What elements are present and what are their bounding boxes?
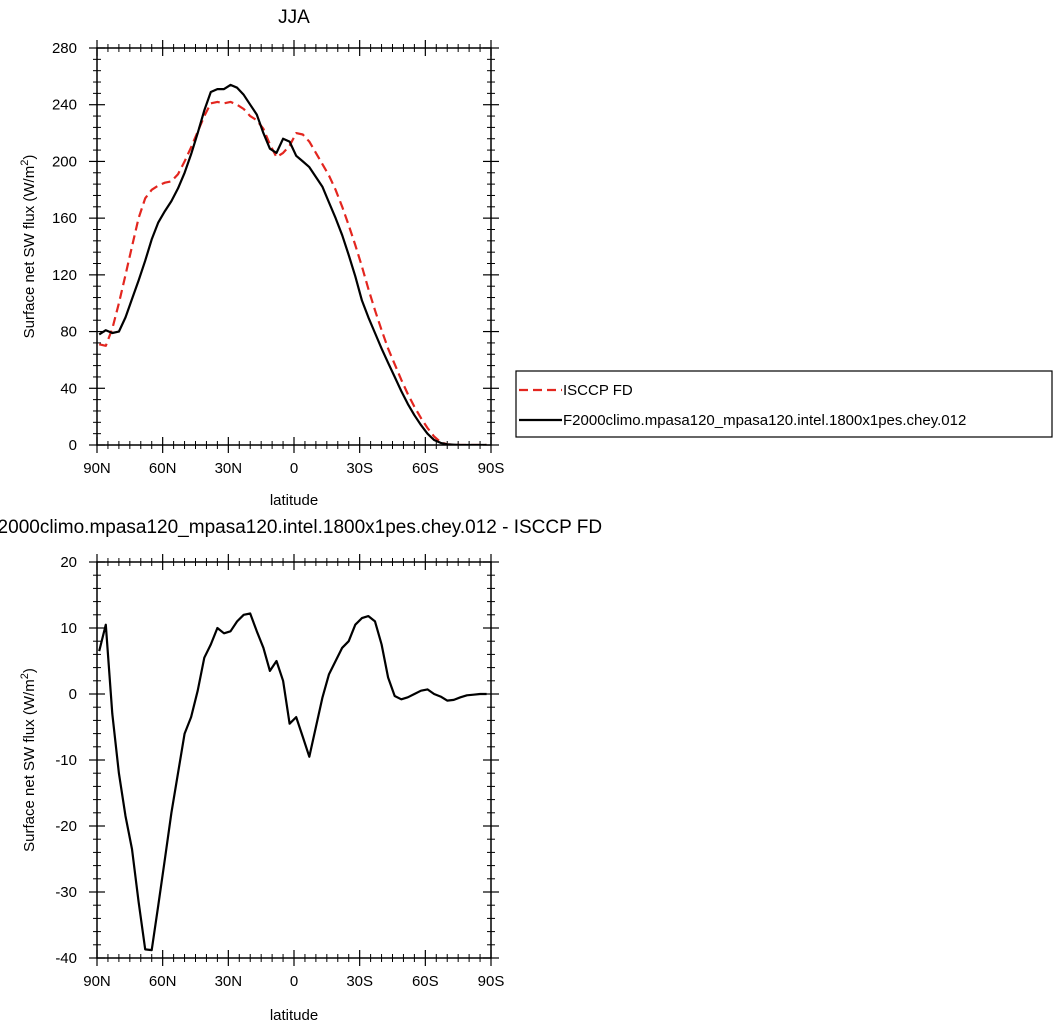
x-axis-label: latitude (270, 1007, 318, 1024)
x-tick-label: 30S (346, 973, 373, 990)
x-tick-label: 90S (478, 460, 505, 477)
legend: ISCCP FD F2000climo.mpasa120_mpasa120.int… (515, 370, 1053, 438)
y-tick-label: 0 (69, 437, 77, 454)
x-tick-label: 60N (149, 973, 177, 990)
series-line-0 (98, 612, 487, 952)
y-tick-label: 200 (52, 153, 77, 170)
y-axis-label-superscript: 2 (19, 673, 31, 679)
y-tick-label: 240 (52, 97, 77, 114)
y-tick-label: 120 (52, 267, 77, 284)
x-axis-label: latitude (270, 492, 318, 509)
y-tick-label: 280 (52, 40, 77, 57)
y-tick-label: 20 (60, 554, 77, 571)
y-axis-label: Surface net SW flux (W/m2) (19, 155, 38, 339)
y-tick-label: 160 (52, 210, 77, 227)
bottom-chart: F2000climo.mpasa120_mpasa120.intel.1800x… (0, 517, 602, 1024)
legend-label-0: ISCCP FD (563, 382, 633, 399)
y-tick-label: -20 (55, 818, 77, 835)
x-tick-label: 90N (83, 973, 111, 990)
x-tick-label: 60S (412, 973, 439, 990)
y-tick-label: 40 (60, 380, 77, 397)
y-tick-label: -10 (55, 752, 77, 769)
chart-title: JJA (278, 7, 310, 28)
legend-box (515, 370, 1053, 438)
y-tick-label: 80 (60, 324, 77, 341)
series-line-0 (98, 100, 487, 445)
x-tick-label: 60N (149, 460, 177, 477)
y-axis-label-text: Surface net SW flux (W/m (21, 166, 38, 339)
y-tick-label: -30 (55, 884, 77, 901)
x-tick-label: 30S (346, 460, 373, 477)
x-tick-label: 0 (290, 973, 298, 990)
series-line-1 (98, 83, 487, 445)
legend-label-1: F2000climo.mpasa120_mpasa120.intel.1800x… (563, 412, 966, 429)
x-tick-label: 30N (215, 973, 243, 990)
y-axis-label: Surface net SW flux (W/m2) (19, 668, 38, 852)
y-tick-label: 0 (69, 686, 77, 703)
y-tick-label: 10 (60, 620, 77, 637)
y-axis-label-close: ) (21, 155, 38, 160)
top-chart: JJA 90N 60N 30N 0 30S 60S 90S 0 40 80 120 160 200 240 2… (19, 7, 504, 509)
x-tick-label: 90S (478, 973, 505, 990)
x-tick-label: 90N (83, 460, 111, 477)
x-tick-label: 30N (215, 460, 243, 477)
chart-title: F2000climo.mpasa120_mpasa120.intel.1800x… (0, 517, 602, 538)
y-axis-label-text: Surface net SW flux (W/m (21, 679, 38, 852)
x-tick-label: 0 (290, 460, 298, 477)
y-tick-label: -40 (55, 950, 77, 967)
y-axis-label-close: ) (21, 668, 38, 673)
x-tick-label: 60S (412, 460, 439, 477)
y-axis-label-superscript: 2 (19, 160, 31, 166)
